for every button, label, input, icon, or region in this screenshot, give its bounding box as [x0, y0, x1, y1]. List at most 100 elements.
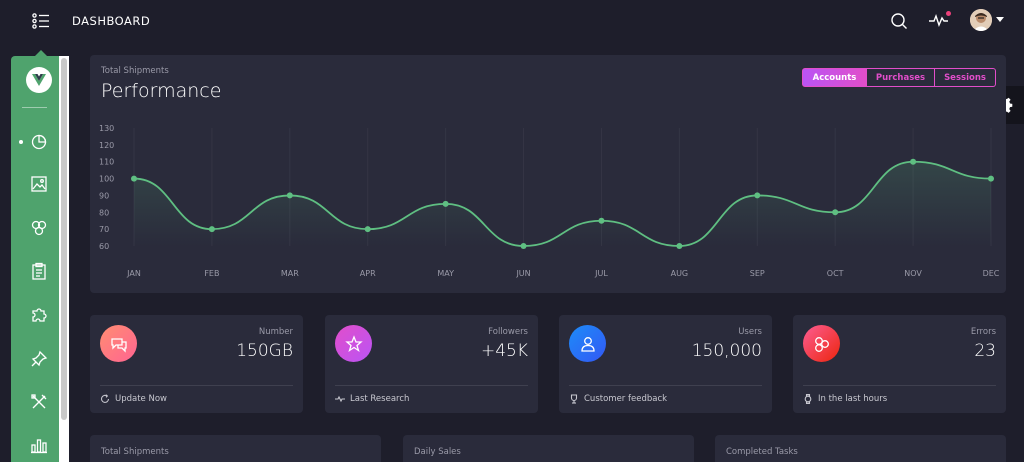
- stat-value: 23: [974, 341, 996, 361]
- x-tick-label: DEC: [983, 269, 1000, 278]
- card-category: Completed Tasks: [726, 447, 798, 457]
- user-icon: [569, 325, 606, 362]
- card-title: Performance: [101, 80, 222, 102]
- stat-footer-text: Update Now: [115, 394, 167, 404]
- brand-title[interactable]: DASHBOARD: [72, 14, 151, 28]
- divider: [100, 385, 293, 386]
- stat-footer[interactable]: Update Now: [100, 394, 167, 404]
- card-category: Total Shipments: [101, 66, 169, 76]
- performance-card: Total Shipments Performance Accounts Pur…: [90, 55, 1006, 293]
- divider: [569, 385, 762, 386]
- tools-icon[interactable]: [30, 393, 48, 411]
- x-tick-label: FEB: [204, 269, 219, 278]
- x-tick-label: SEP: [750, 269, 765, 278]
- data-point-apr[interactable]: [364, 226, 371, 233]
- molecule-icon: [803, 325, 840, 362]
- stat-card-errors: Errors 23 In the last hours: [793, 315, 1006, 413]
- divider: [335, 385, 528, 386]
- data-point-mar[interactable]: [286, 192, 293, 199]
- data-point-nov[interactable]: [910, 158, 917, 165]
- x-tick-label: JUL: [594, 269, 608, 278]
- data-point-dec[interactable]: [988, 175, 994, 182]
- pie-chart-icon[interactable]: [30, 132, 48, 150]
- sidebar-divider: [22, 107, 47, 108]
- vue-logo-icon[interactable]: [26, 67, 52, 93]
- y-tick-label: 110: [99, 158, 114, 167]
- y-tick-label: 70: [99, 225, 109, 234]
- y-tick-label: 90: [99, 191, 109, 200]
- stat-card-users: Users 150,000 Customer feedback: [559, 315, 772, 413]
- y-tick-label: 130: [99, 124, 114, 133]
- search-icon[interactable]: [889, 11, 909, 31]
- stat-label: Number: [258, 327, 293, 337]
- data-point-jul[interactable]: [598, 217, 605, 224]
- y-tick-label: 80: [99, 208, 109, 217]
- tab-accounts[interactable]: Accounts: [802, 68, 867, 87]
- x-tick-label: JAN: [126, 269, 141, 278]
- scrollbar-thumb[interactable]: [61, 58, 67, 420]
- user-avatar[interactable]: [970, 9, 992, 31]
- data-point-aug[interactable]: [676, 243, 683, 249]
- stat-footer[interactable]: Customer feedback: [569, 394, 667, 404]
- data-point-oct[interactable]: [832, 209, 839, 216]
- x-tick-label: NOV: [904, 269, 922, 278]
- stat-value: 150,000: [691, 341, 762, 361]
- stat-label: Errors: [970, 327, 996, 337]
- data-point-jan[interactable]: [131, 175, 137, 182]
- daily-sales-card: Daily Sales: [403, 435, 694, 462]
- data-point-sep[interactable]: [754, 192, 761, 199]
- stat-card-followers: Followers +45K Last Research: [325, 315, 538, 413]
- list-menu-icon[interactable]: [32, 13, 50, 29]
- sidebar-notch: [35, 50, 47, 56]
- activity-pulse-icon[interactable]: [928, 10, 950, 30]
- chevron-down-icon[interactable]: [996, 17, 1004, 22]
- card-category: Daily Sales: [414, 447, 461, 457]
- stat-value: +45K: [480, 341, 528, 361]
- stat-value: 150GB: [236, 341, 293, 361]
- chart-tab-group: Accounts Purchases Sessions: [802, 68, 996, 87]
- stat-footer[interactable]: In the last hours: [803, 394, 887, 404]
- stat-footer[interactable]: Last Research: [335, 394, 409, 404]
- stat-label: Followers: [488, 327, 528, 337]
- x-tick-label: MAY: [437, 269, 454, 278]
- x-tick-label: OCT: [827, 269, 844, 278]
- y-tick-label: 120: [99, 141, 114, 150]
- refresh-icon: [100, 394, 110, 403]
- performance-line-chart: 60 70 80 90 100 110 120 130 JAN FEB MAR APR MAY JUN J…: [99, 124, 1000, 278]
- tab-purchases[interactable]: Purchases: [867, 68, 935, 87]
- watch-icon: [804, 394, 812, 404]
- total-shipments-card: Total Shipments: [90, 435, 381, 462]
- data-point-jun[interactable]: [520, 243, 527, 249]
- chat-bubbles-icon: [100, 325, 137, 362]
- bar-chart-icon[interactable]: [30, 436, 48, 454]
- data-point-may[interactable]: [442, 200, 449, 207]
- notification-dot: [946, 11, 951, 16]
- stat-footer-text: Customer feedback: [584, 394, 668, 404]
- atom-icon[interactable]: [30, 219, 48, 237]
- puzzle-icon[interactable]: [30, 306, 48, 324]
- pin-icon[interactable]: [30, 350, 48, 368]
- pulse-icon: [335, 395, 345, 403]
- top-navbar: DASHBOARD: [0, 0, 1024, 44]
- card-category: Total Shipments: [101, 447, 169, 457]
- x-tick-label: MAR: [281, 269, 299, 278]
- sidebar-scrollbar[interactable]: [59, 56, 69, 462]
- stat-footer-text: In the last hours: [818, 394, 888, 404]
- image-icon[interactable]: [30, 175, 48, 193]
- x-tick-label: AUG: [671, 269, 689, 278]
- stat-label: Users: [738, 327, 762, 337]
- stat-card-number: Number 150GB Update Now: [90, 315, 303, 413]
- y-tick-label: 100: [99, 175, 114, 184]
- x-tick-label: JUN: [515, 269, 530, 278]
- star-icon: [335, 325, 372, 362]
- tab-sessions[interactable]: Sessions: [935, 68, 996, 87]
- divider: [803, 385, 996, 386]
- active-indicator: [19, 140, 23, 144]
- clipboard-icon[interactable]: [30, 262, 48, 280]
- series-area: [134, 161, 991, 246]
- y-tick-label: 60: [99, 242, 109, 251]
- stat-footer-text: Last Research: [350, 394, 410, 404]
- series-line: [133, 160, 992, 247]
- data-point-feb[interactable]: [208, 226, 215, 233]
- completed-tasks-card: Completed Tasks: [715, 435, 1006, 462]
